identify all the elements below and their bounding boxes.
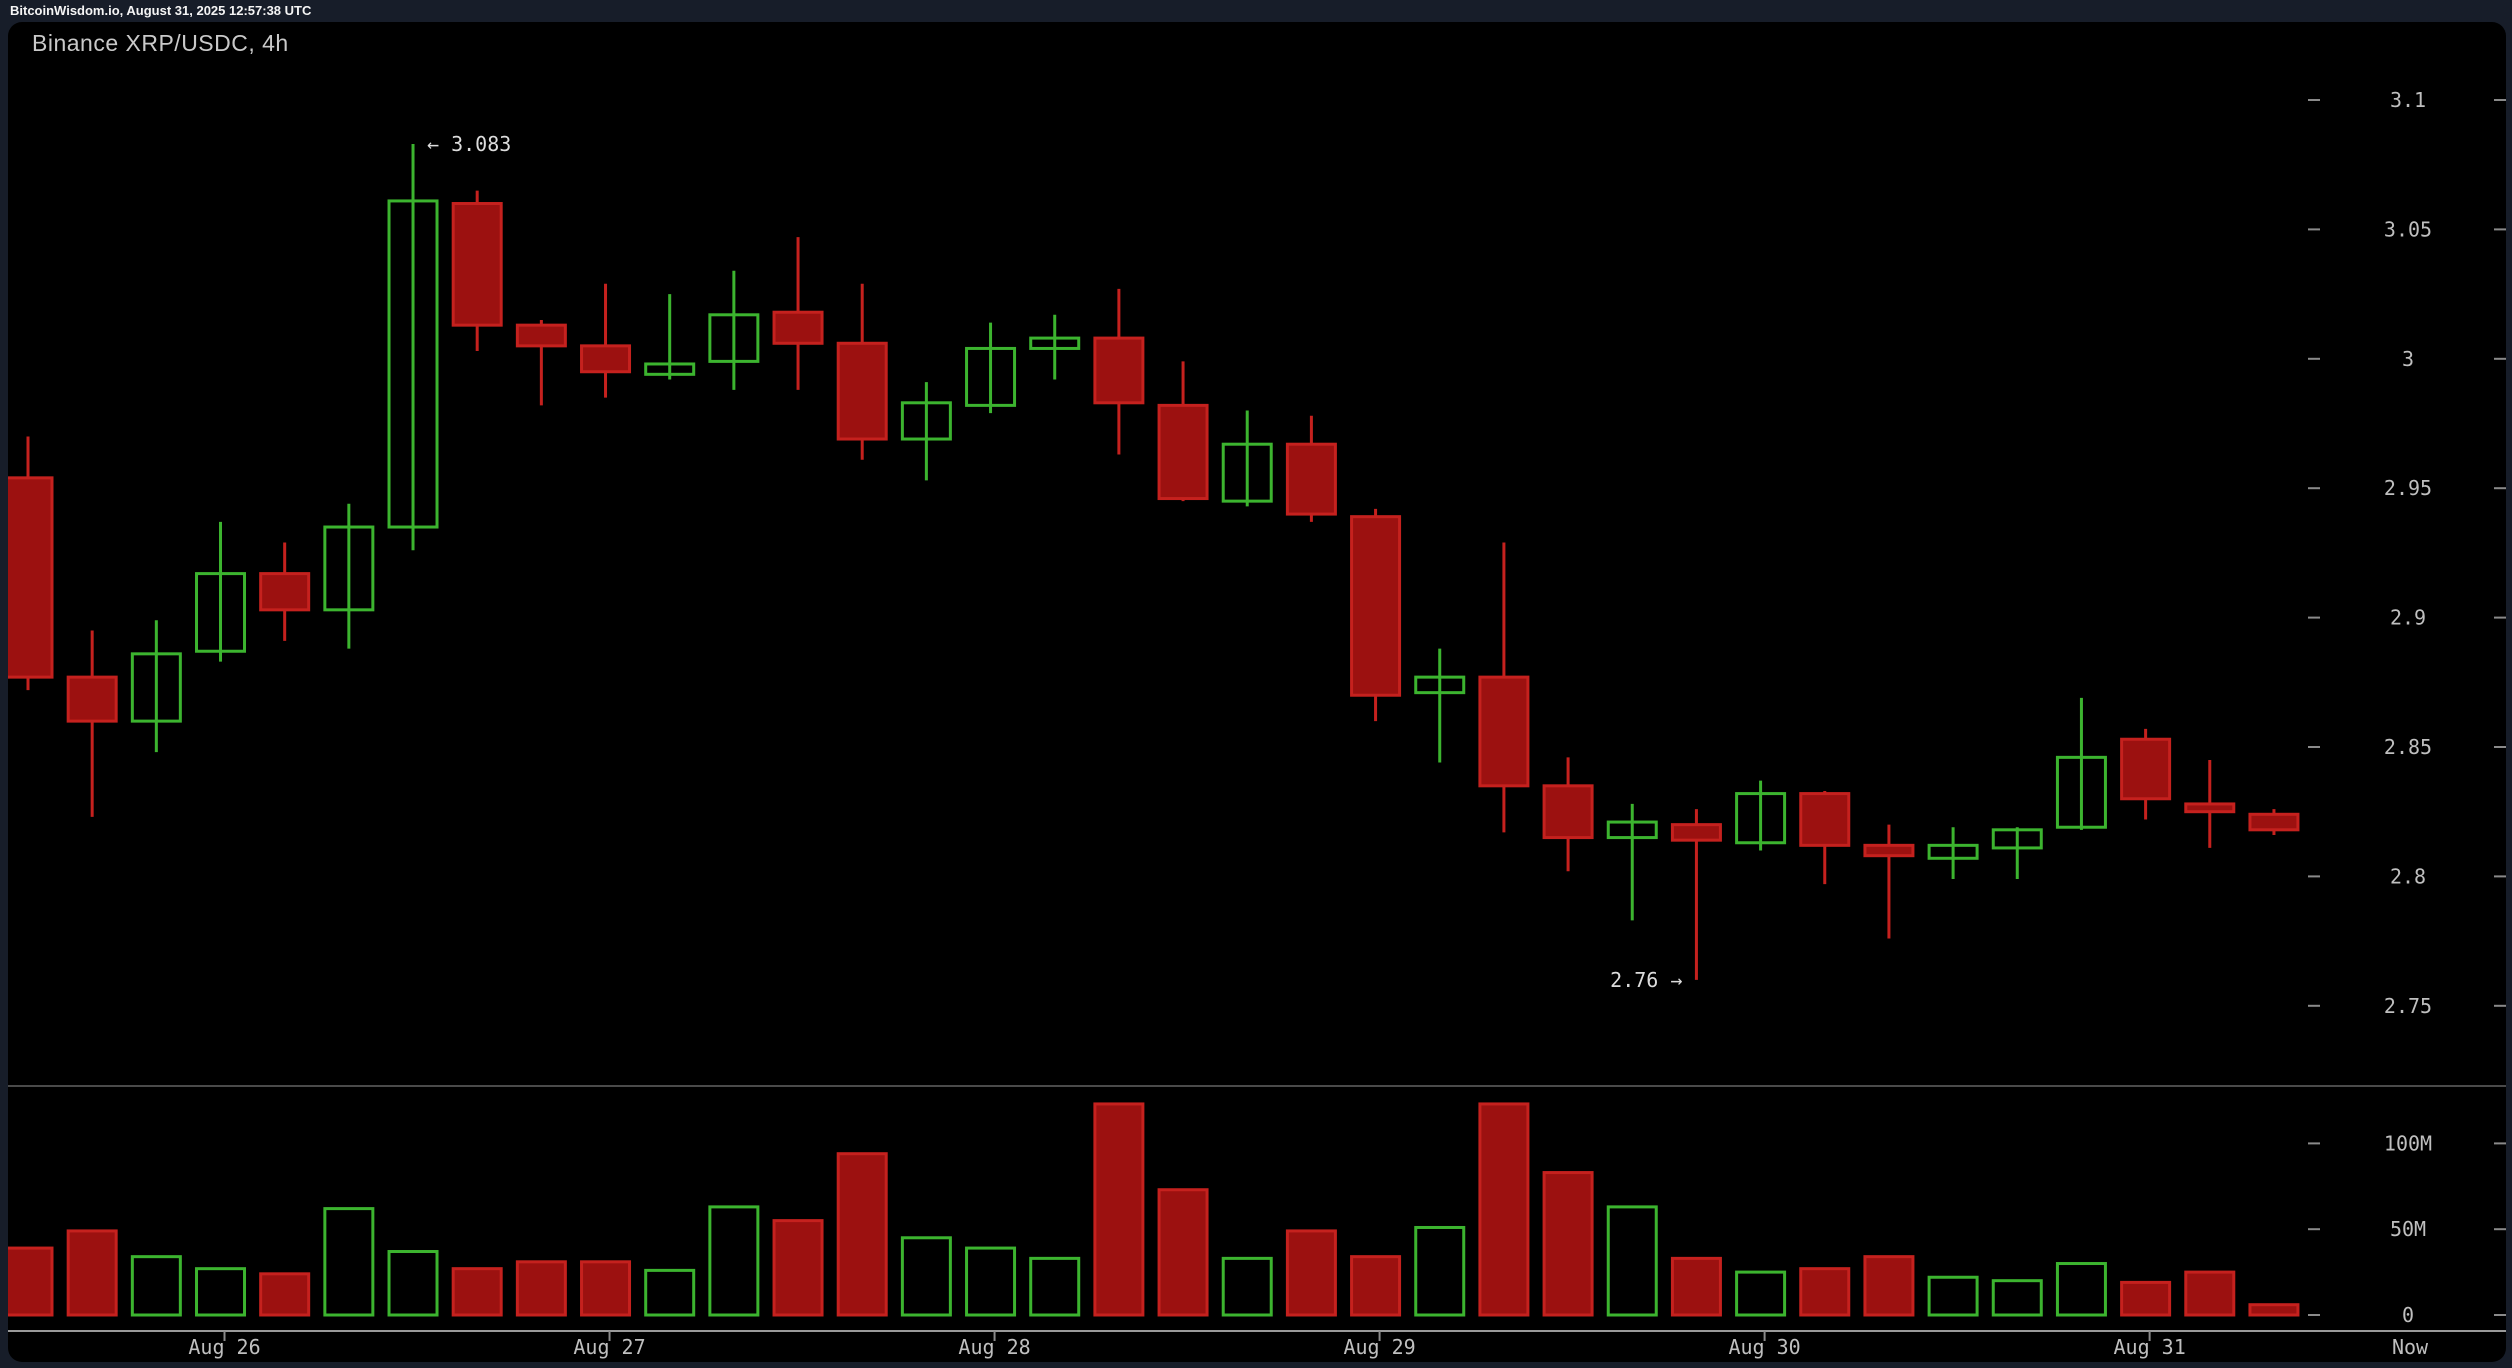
candle-body [515, 323, 567, 348]
date-tick-label: Aug 30 [1728, 1335, 1800, 1359]
price-tick-label: 3.1 [2390, 88, 2426, 112]
price-tick-label: 2.8 [2390, 864, 2426, 888]
candle-body [1414, 675, 1466, 695]
volume-bar [1478, 1102, 1530, 1317]
candle-body [2055, 755, 2107, 829]
candle-body [2248, 812, 2300, 832]
volume-bar [644, 1268, 696, 1317]
volume-bar [2120, 1280, 2172, 1317]
price-tick-label: 2.95 [2384, 476, 2432, 500]
candle-body [1735, 792, 1787, 845]
candle-body [1991, 828, 2043, 850]
volume-bar [130, 1255, 182, 1317]
candle-body [1670, 823, 1722, 842]
price-tick-label: 2.85 [2384, 735, 2432, 759]
volume-bar [1029, 1256, 1081, 1317]
volume-bar [836, 1152, 888, 1317]
candle-body [708, 313, 760, 363]
candle-body [580, 344, 632, 374]
date-tick-label: Aug 27 [573, 1335, 645, 1359]
volume-tick-label: 0 [2402, 1303, 2414, 1327]
volume-bar [2184, 1270, 2236, 1317]
candle-body [1285, 442, 1337, 516]
candle-body [1029, 336, 1081, 350]
candle-body [1542, 784, 1594, 840]
volume-bar [900, 1236, 952, 1317]
date-tick-label: Aug 26 [188, 1335, 260, 1359]
candle-body [965, 346, 1017, 407]
volume-bar [1991, 1279, 2043, 1317]
candle-body [1157, 403, 1209, 501]
date-tick-label: Aug 29 [1343, 1335, 1415, 1359]
volume-bar [259, 1272, 311, 1317]
candle-body [836, 341, 888, 441]
volume-bar [195, 1267, 247, 1317]
candle-body [66, 675, 118, 723]
candle-body [2184, 802, 2236, 814]
volume-bar [387, 1250, 439, 1317]
candle-body [900, 401, 952, 441]
volume-bar [772, 1219, 824, 1317]
candle-body [1093, 336, 1145, 405]
volume-bar [1799, 1267, 1851, 1317]
volume-bar [1670, 1256, 1722, 1317]
volume-bar [1221, 1256, 1273, 1317]
now-label: Now [2392, 1335, 2429, 1359]
volume-bar [580, 1260, 632, 1317]
price-tick-label: 3.05 [2384, 217, 2432, 241]
volume-bar [2, 1246, 54, 1317]
price-annotation: ← 3.083 [427, 132, 511, 156]
candle-body [1799, 792, 1851, 847]
candle-body [1478, 675, 1530, 788]
candle-body [451, 202, 503, 327]
candle-body [130, 652, 182, 723]
candle-body [1606, 820, 1658, 840]
candle-body [259, 572, 311, 612]
candle-body [1221, 442, 1273, 503]
price-tick-label: 2.9 [2390, 606, 2426, 630]
price-annotation: 2.76 → [1610, 968, 1682, 992]
chart-panel[interactable]: Binance XRP/USDC, 4h 3.1 3.05 3 2.95 2.9 2.85… [2, 22, 2506, 1362]
volume-tick-label: 100M [2384, 1131, 2432, 1155]
status-bar: BitcoinWisdom.io, August 31, 2025 12:57:… [0, 0, 2512, 22]
candle-body [1927, 843, 1979, 860]
status-text: BitcoinWisdom.io, August 31, 2025 12:57:… [10, 3, 312, 18]
candle-body [1350, 515, 1402, 697]
volume-bar [1927, 1275, 1979, 1317]
volume-bar [1542, 1171, 1594, 1317]
candle-body [387, 199, 439, 529]
volume-tick-label: 50M [2390, 1217, 2426, 1241]
volume-bar [2248, 1303, 2300, 1317]
volume-bar [451, 1267, 503, 1317]
candle-body [195, 572, 247, 653]
candle-body [772, 310, 824, 345]
volume-bar [1606, 1205, 1658, 1317]
volume-bar [66, 1229, 118, 1317]
volume-bar [1863, 1255, 1915, 1317]
volume-bar [515, 1260, 567, 1317]
chart-title: Binance XRP/USDC, 4h [32, 30, 289, 56]
candle-body [323, 525, 375, 612]
volume-bar [323, 1207, 375, 1317]
volume-bar [1735, 1270, 1787, 1317]
date-tick-label: Aug 31 [2113, 1335, 2185, 1359]
volume-bar [1285, 1229, 1337, 1317]
price-tick-label: 3 [2402, 347, 2414, 371]
candle-body [2, 476, 54, 679]
volume-bar [708, 1205, 760, 1317]
candle-body [1863, 843, 1915, 858]
volume-bar [1157, 1188, 1209, 1317]
volume-bar [1093, 1102, 1145, 1317]
date-tick-label: Aug 28 [958, 1335, 1030, 1359]
volume-bar [2055, 1262, 2107, 1317]
volume-bar [1414, 1225, 1466, 1317]
candle-body [2120, 737, 2172, 801]
price-tick-label: 2.75 [2384, 994, 2432, 1018]
candle-body [644, 362, 696, 376]
volume-bar [1350, 1255, 1402, 1317]
volume-bar [965, 1246, 1017, 1317]
candlestick-chart[interactable]: 3.1 3.05 3 2.95 2.9 2.85 2.8 2.75 100M 50M 0 Aug 26… [2, 22, 2506, 1362]
